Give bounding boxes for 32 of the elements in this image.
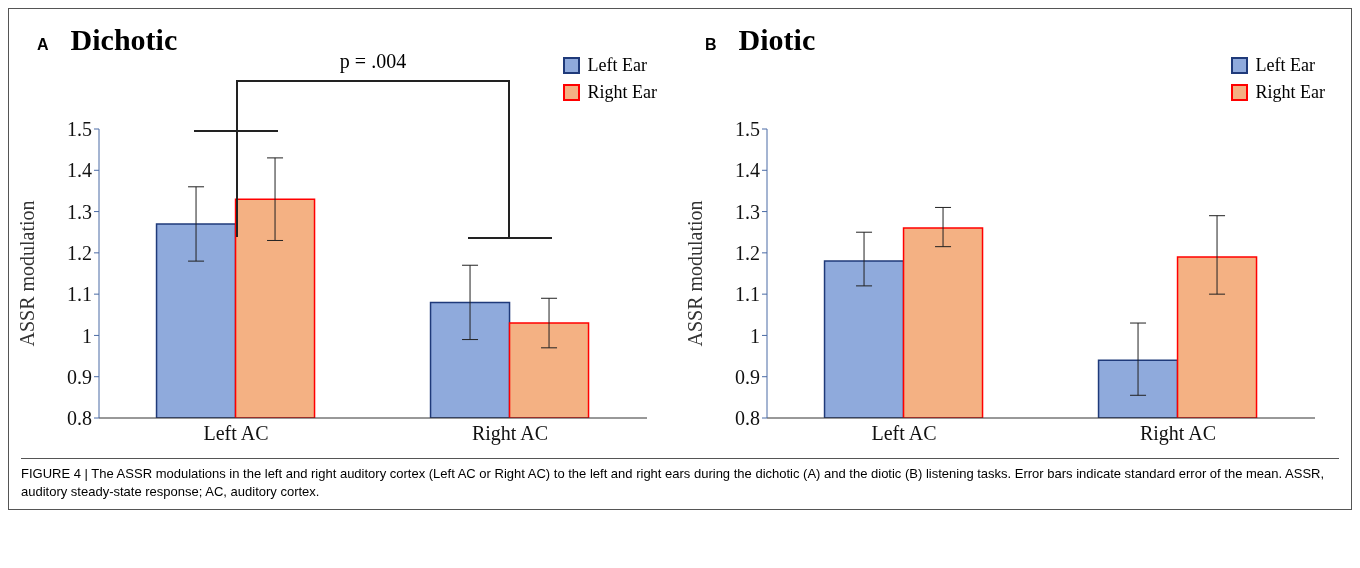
y-tick-label: 0.8 — [735, 407, 760, 430]
y-axis-title: ASSR modulation — [684, 200, 707, 347]
legend-label: Right Ear — [1255, 82, 1325, 103]
y-tick-label: 0.9 — [67, 365, 92, 388]
y-tick-label: 1.3 — [67, 200, 92, 223]
x-tick-label: Left AC — [203, 422, 269, 445]
chart-title: Diotic — [738, 23, 816, 57]
x-tick-label: Right AC — [1139, 422, 1217, 446]
y-tick-label: 1.4 — [67, 159, 92, 182]
legend-label: Left Ear — [1255, 55, 1315, 76]
text: p = .004 — [338, 49, 408, 73]
text: A — [37, 36, 49, 54]
y-tick-label: 1 — [750, 324, 760, 347]
text: B — [705, 36, 717, 54]
y-tick-label: 1.2 — [735, 241, 760, 264]
y-tick-label: 1.5 — [67, 118, 92, 141]
y-tick-label: 0.8 — [67, 407, 92, 430]
y-tick-label: 1 — [82, 324, 92, 347]
legend-label: Left Ear — [587, 55, 647, 76]
y-tick-label: 1.3 — [735, 200, 760, 223]
caption: FIGURE 4 | The ASSR modulations in the left and right auditory cortex (Left AC or Right AC) to the left and right ears during the dichotic (A) and the diotic (B) listening tasks. Error bars indicate standard error of the mean. ASSR, auditory steady-state response; AC, auditory cortex. — [21, 458, 1339, 510]
y-tick-label: 1.2 — [67, 241, 92, 264]
y-tick-label: 1.1 — [67, 283, 92, 306]
legend-label: Right Ear — [587, 82, 657, 103]
y-tick-label: 1.4 — [735, 159, 760, 182]
y-tick-label: 0.9 — [735, 365, 760, 388]
y-axis-title: ASSR modulation — [16, 200, 39, 347]
x-tick-label: Left AC — [871, 422, 937, 445]
chart-title: Dichotic — [70, 23, 178, 57]
y-tick-label: 1.1 — [735, 283, 760, 306]
y-tick-label: 1.5 — [735, 118, 760, 141]
x-tick-label: Right AC — [471, 422, 549, 446]
